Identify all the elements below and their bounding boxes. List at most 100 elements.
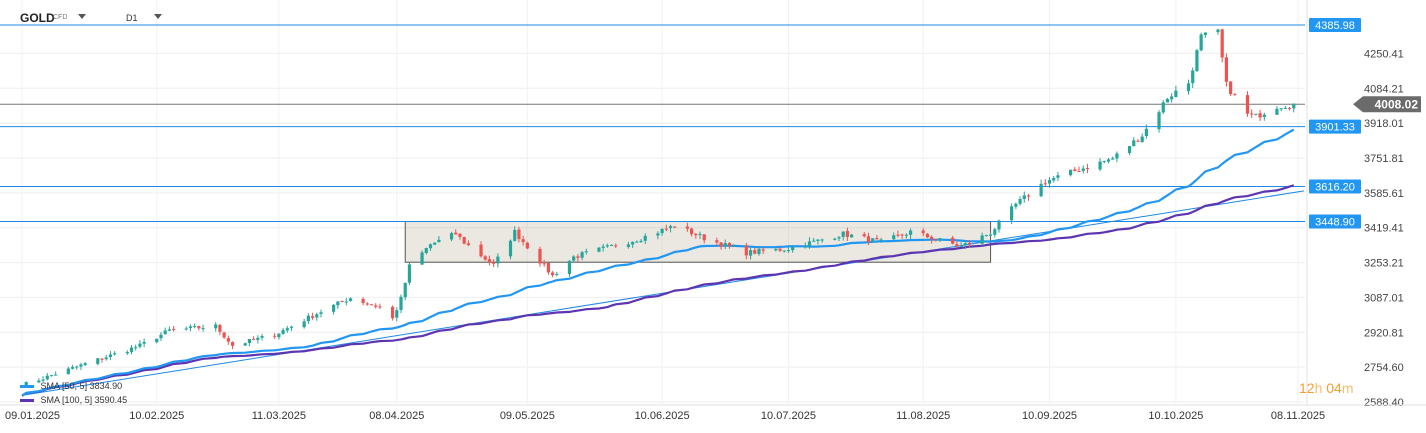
candle-body [188,326,193,328]
candle-body [1043,183,1047,185]
candle-body [723,243,727,247]
level-badge [1309,179,1361,194]
x-tick-label: 10.09.2025 [1022,410,1077,422]
sma100-params: [100, 5] [62,395,93,405]
y-tick-label: 3419.41 [1364,223,1404,235]
candle-body [273,335,277,337]
candle-body [1014,203,1018,207]
candle-body [866,236,871,243]
current-price-label: 4008.02 [1375,97,1419,111]
candle-body [955,244,959,247]
candle-body [374,305,378,307]
candle-body [79,364,83,367]
candle-body [875,238,879,240]
timeframe-dropdown-icon[interactable] [154,14,162,19]
candle-body [555,273,559,275]
candle-body [45,375,49,380]
candle-body [1199,34,1203,51]
x-tick-label: 08.11.2025 [1271,410,1325,422]
candle-body [904,234,908,236]
candle-body [538,249,542,264]
candle-body [1056,175,1060,178]
candle-body [1085,168,1090,170]
candle-body [614,245,618,247]
candle-body [757,248,761,254]
candle-body [403,282,407,298]
candle-body [993,229,997,235]
candle-body [576,256,580,258]
candle-body [1292,103,1296,109]
candle-body [967,242,972,244]
candle-body [492,262,496,264]
y-tick-label: 3087.01 [1364,292,1404,304]
sma100-legend[interactable]: SMA [100, 5] 3590.45 [20,395,127,405]
level-badge-label: 3901.33 [1315,122,1355,134]
x-tick-label: 11.03.2025 [252,410,306,422]
candle-body [310,316,315,318]
x-tick-label: 10.10.2025 [1148,410,1203,422]
level-badge [1309,214,1361,229]
candle-body [1102,161,1106,163]
candle-body [41,379,45,381]
candle-body [1287,107,1292,109]
candle-body [597,247,601,252]
candle-body [100,358,104,360]
candle-body [348,298,353,301]
candle-body [487,259,492,263]
candle-body [125,352,129,354]
consolidation-box [404,221,992,263]
candle-body [281,330,285,334]
candle-body [580,252,584,258]
sma50-legend[interactable]: SMA [50, 5] 3834.90 [20,381,122,391]
candle-body [37,380,41,383]
candle-body [862,234,866,237]
candles-group [24,28,1296,388]
candle-body [70,367,75,369]
candle-body [1106,159,1111,162]
candle-body [193,326,197,328]
candle-body [572,256,576,261]
candle-body [1245,95,1250,114]
candle-body [1039,183,1043,197]
candle-body [167,329,171,331]
candle-body [1144,128,1148,137]
candle-body [365,303,369,305]
x-tick-label: 10.06.2025 [635,410,690,422]
candle-body [567,260,572,274]
candle-body [285,328,289,331]
candle-body [260,335,264,338]
candle-body [113,353,117,355]
sma50-value: 3834.90 [89,381,123,391]
candle-body [1022,195,1026,199]
candle-body [908,230,913,235]
candle-body [551,272,555,276]
y-tick-label: 3751.81 [1364,153,1404,165]
candle-body [786,250,791,252]
candle-body [1073,169,1077,172]
candle-body [959,245,963,247]
candle-body [361,298,365,304]
candle-body [1111,158,1115,160]
candle-body [660,228,664,234]
candle-body [399,296,403,310]
candle-body [433,242,437,245]
candle-body [155,338,159,343]
sma50-params: [50, 5] [62,381,88,391]
candle-body [172,328,176,330]
candle-body [951,237,955,244]
candle-body [1229,81,1233,95]
candle-body [542,263,546,265]
candle-body [252,338,256,340]
candle-body [49,375,54,377]
candle-body [850,234,854,238]
candle-body [1279,108,1283,110]
candle-body [466,243,470,246]
candle-body [1127,146,1132,154]
symbol-label[interactable]: GOLD [20,11,55,25]
symbol-dropdown-icon[interactable] [78,14,86,19]
timeframe-label[interactable]: D1 [126,13,138,23]
candle-body [664,228,668,230]
candle-body [997,220,1001,230]
candle-body [782,250,786,252]
